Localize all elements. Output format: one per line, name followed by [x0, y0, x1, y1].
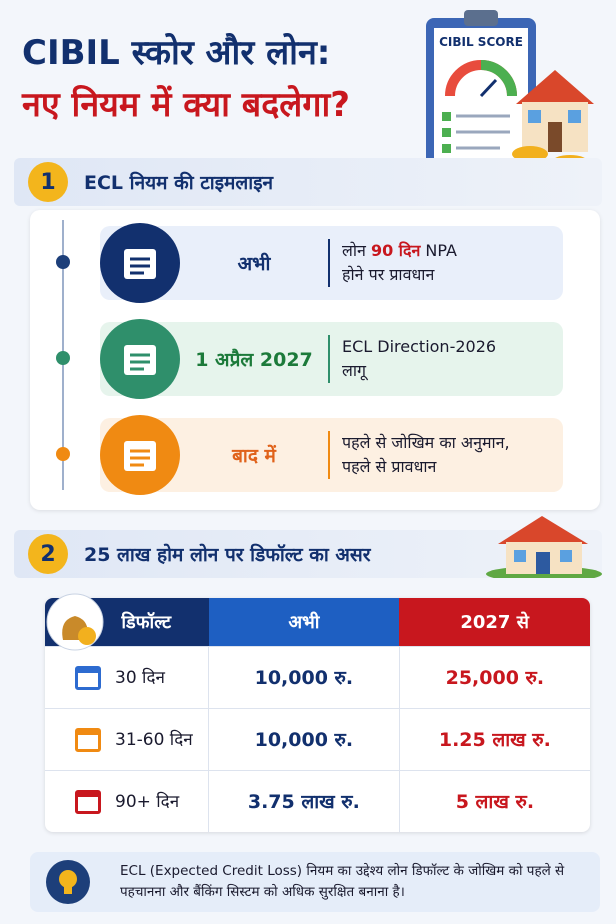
text-line: पहले से प्रावधान [342, 455, 510, 479]
column-header: 2027 से [399, 598, 590, 646]
text-line: ECL Direction-2026 [342, 335, 496, 359]
cell-text: 10,000 रु. [254, 667, 354, 689]
text-part: ECL Direction-2026 [342, 337, 497, 356]
impact-table: डिफॉल्ट अभी 2027 से 30 दिन 10,000 रु. 25,000 … [45, 598, 590, 832]
cell-text: 5 लाख रु. [455, 791, 535, 814]
table-row: 90+ दिन 3.75 लाख रु. 5 लाख रु. [45, 769, 590, 832]
badge: CIBIL SCORE [439, 35, 523, 49]
cell-text: 25,000 रु. [445, 667, 545, 689]
column-header: अभी [208, 598, 400, 646]
cell-text: 31-60 दिन [115, 729, 193, 750]
table-cell: 5 लाख रु. [398, 769, 590, 832]
cell-text: 30 दिन [115, 667, 165, 688]
cell-text: 1.25 लाख रु. [438, 729, 551, 751]
section1-band: 1 ECL नियम की टाइमलाइन [14, 158, 602, 206]
table-cell: 30 दिन [45, 645, 209, 708]
text-line: होने पर प्रावधान [342, 263, 457, 287]
item-label: 1 अप्रैल 2027 [195, 349, 313, 371]
text-part: लोन [342, 241, 371, 260]
text-part: होने पर प्रावधान [342, 265, 435, 284]
note-box: ECL (Expected Credit Loss) नियम का उद्दे… [30, 852, 600, 912]
table-cell: 1.25 लाख रु. [398, 707, 590, 770]
table-cell: 31-60 दिन [45, 707, 209, 770]
table-cell: 3.75 लाख रु. [208, 769, 400, 832]
item-label: बाद में [232, 445, 276, 467]
score-illustration: CIBIL SCORE [426, 10, 594, 169]
text-line: लोन 90 दिन NPA [342, 239, 457, 263]
text-part: NPA [420, 241, 457, 260]
calendar-icon [75, 665, 101, 690]
divider [328, 239, 330, 287]
table-cell: 10,000 रु. [208, 707, 400, 770]
table-cell: 10,000 रु. [208, 645, 400, 708]
calendar-icon [75, 789, 101, 814]
icon-glyph [124, 441, 156, 471]
table-cell: 90+ दिन [45, 769, 209, 832]
table-row: 30 दिन 10,000 रु. 25,000 रु. [45, 645, 590, 708]
cell-text: 3.75 लाख रु. [247, 791, 360, 814]
item-text: लोन 90 दिन NPA होने पर प्रावधान [342, 239, 457, 287]
item-icon [100, 223, 180, 303]
timeline-line [56, 220, 70, 490]
item-text: पहले से जोखिम का अनुमान, पहले से प्रावधान [342, 431, 510, 479]
title-line2: नए नियम में क्या बदलेगा? [22, 85, 350, 125]
icon-glyph [124, 345, 156, 375]
money-bag-icon [46, 593, 104, 651]
item-icon [100, 415, 180, 495]
bulb-icon [46, 860, 90, 904]
item-label: अभी [237, 253, 271, 275]
house-icon [486, 516, 602, 578]
text-part: लागू [342, 361, 367, 380]
header-row: डिफॉल्ट अभी 2027 से [45, 598, 590, 646]
item-text: ECL Direction-2026 लागू [342, 335, 496, 383]
section-number: 2 [28, 534, 68, 574]
table-cell: 25,000 रु. [398, 645, 590, 708]
text-part: 90 दिन [370, 241, 421, 260]
section-number: 1 [28, 162, 68, 202]
calendar-icon [75, 727, 101, 752]
item-icon [100, 319, 180, 399]
cell-text: 10,000 रु. [254, 729, 354, 751]
icon-glyph [124, 249, 156, 279]
text-line: लागू [342, 359, 496, 383]
note-text: ECL (Expected Credit Loss) नियम का उद्दे… [120, 863, 565, 900]
divider [328, 335, 330, 383]
text-part: पहले से प्रावधान [342, 457, 437, 476]
timeline-item: बाद में पहले से जोखिम का अनुमान, पहले से प… [100, 418, 563, 492]
section-title: ECL नियम की टाइमलाइन [84, 172, 274, 194]
cell-text: 90+ दिन [115, 791, 180, 812]
text-line: पहले से जोखिम का अनुमान, [342, 431, 510, 455]
text-part: पहले से जोखिम का अनुमान, [342, 433, 510, 452]
divider [328, 431, 330, 479]
title-line1: CIBIL स्कोर और लोन: [22, 33, 331, 73]
table-row: 31-60 दिन 10,000 रु. 1.25 लाख रु. [45, 707, 590, 770]
section-title: 25 लाख होम लोन पर डिफॉल्ट का असर [84, 544, 371, 566]
